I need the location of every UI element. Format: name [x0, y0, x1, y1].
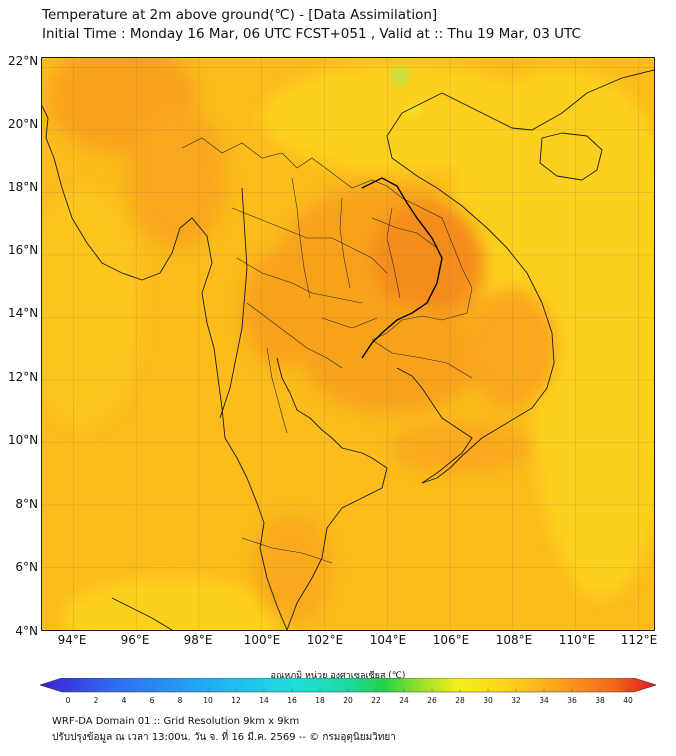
chart-subtitle-valid-time: Initial Time : Monday 16 Mar, 06 UTC FCS… [42, 26, 581, 42]
colorbar [40, 678, 656, 693]
colorbar-tick-label: 30 [483, 696, 493, 705]
lon-label-100e: 100°E [243, 633, 281, 647]
colorbar-tick-label: 6 [149, 696, 155, 705]
colorbar-tick-label: 22 [371, 696, 381, 705]
colorbar-tick-label: 32 [511, 696, 521, 705]
colorbar-tick-label: 36 [567, 696, 577, 705]
lon-label-102e: 102°E [306, 633, 344, 647]
colorbar-tick-label: 18 [315, 696, 325, 705]
lon-label-106e: 106°E [432, 633, 470, 647]
colorbar-tick-label: 40 [623, 696, 633, 705]
footer-domain-info: WRF-DA Domain 01 :: Grid Resolution 9km … [52, 716, 300, 727]
colorbar-tick-label: 16 [287, 696, 297, 705]
colorbar-tick-label: 10 [203, 696, 213, 705]
colorbar-tick-label: 20 [343, 696, 353, 705]
temperature-map [41, 57, 655, 631]
lat-label-12n: 12°N [8, 370, 39, 384]
chart-title: Temperature at 2m above ground(℃) - [Dat… [42, 7, 438, 23]
colorbar-ramp [40, 678, 656, 693]
lat-label-16n: 16°N [8, 243, 39, 257]
lat-label-4n: 4°N [15, 624, 38, 638]
colorbar-tick-label: 0 [65, 696, 71, 705]
lat-label-10n: 10°N [8, 433, 39, 447]
lon-label-104e: 104°E [369, 633, 407, 647]
cool-spot [392, 67, 408, 85]
lat-label-14n: 14°N [8, 306, 39, 320]
colorbar-tick-label: 38 [595, 696, 605, 705]
lon-label-110e: 110°E [558, 633, 596, 647]
lon-label-112e: 112°E [620, 633, 658, 647]
lon-label-94e: 94°E [57, 633, 87, 647]
colorbar-tick-label: 24 [399, 696, 409, 705]
lat-label-8n: 8°N [15, 497, 38, 511]
country-border [361, 177, 443, 359]
lat-label-22n: 22°N [8, 54, 39, 68]
lon-label-108e: 108°E [495, 633, 533, 647]
colorbar-label: อุณหภูมิ หน่วย องศาเซลเซียส (℃) [270, 671, 406, 681]
colorbar-tick-label: 2 [93, 696, 99, 705]
admin-borders [181, 137, 473, 564]
map-gridlines [42, 58, 654, 630]
footer-update-info: ปรับปรุงข้อมูล ณ เวลา 13:00น. วัน จ. ที่… [52, 732, 396, 743]
lat-label-6n: 6°N [15, 560, 38, 574]
colorbar-tick-label: 8 [177, 696, 183, 705]
colorbar-tick-label: 4 [121, 696, 127, 705]
colorbar-tick-label: 34 [539, 696, 549, 705]
colorbar-tick-label: 26 [427, 696, 437, 705]
lat-label-18n: 18°N [8, 180, 39, 194]
lon-label-98e: 98°E [183, 633, 213, 647]
lat-label-20n: 20°N [8, 117, 39, 131]
temperature-field [42, 58, 654, 630]
colorbar-tick-label: 14 [259, 696, 269, 705]
colorbar-tick-label: 28 [455, 696, 465, 705]
coastlines [42, 69, 654, 630]
colorbar-tick-label: 12 [231, 696, 241, 705]
lon-label-96e: 96°E [120, 633, 150, 647]
